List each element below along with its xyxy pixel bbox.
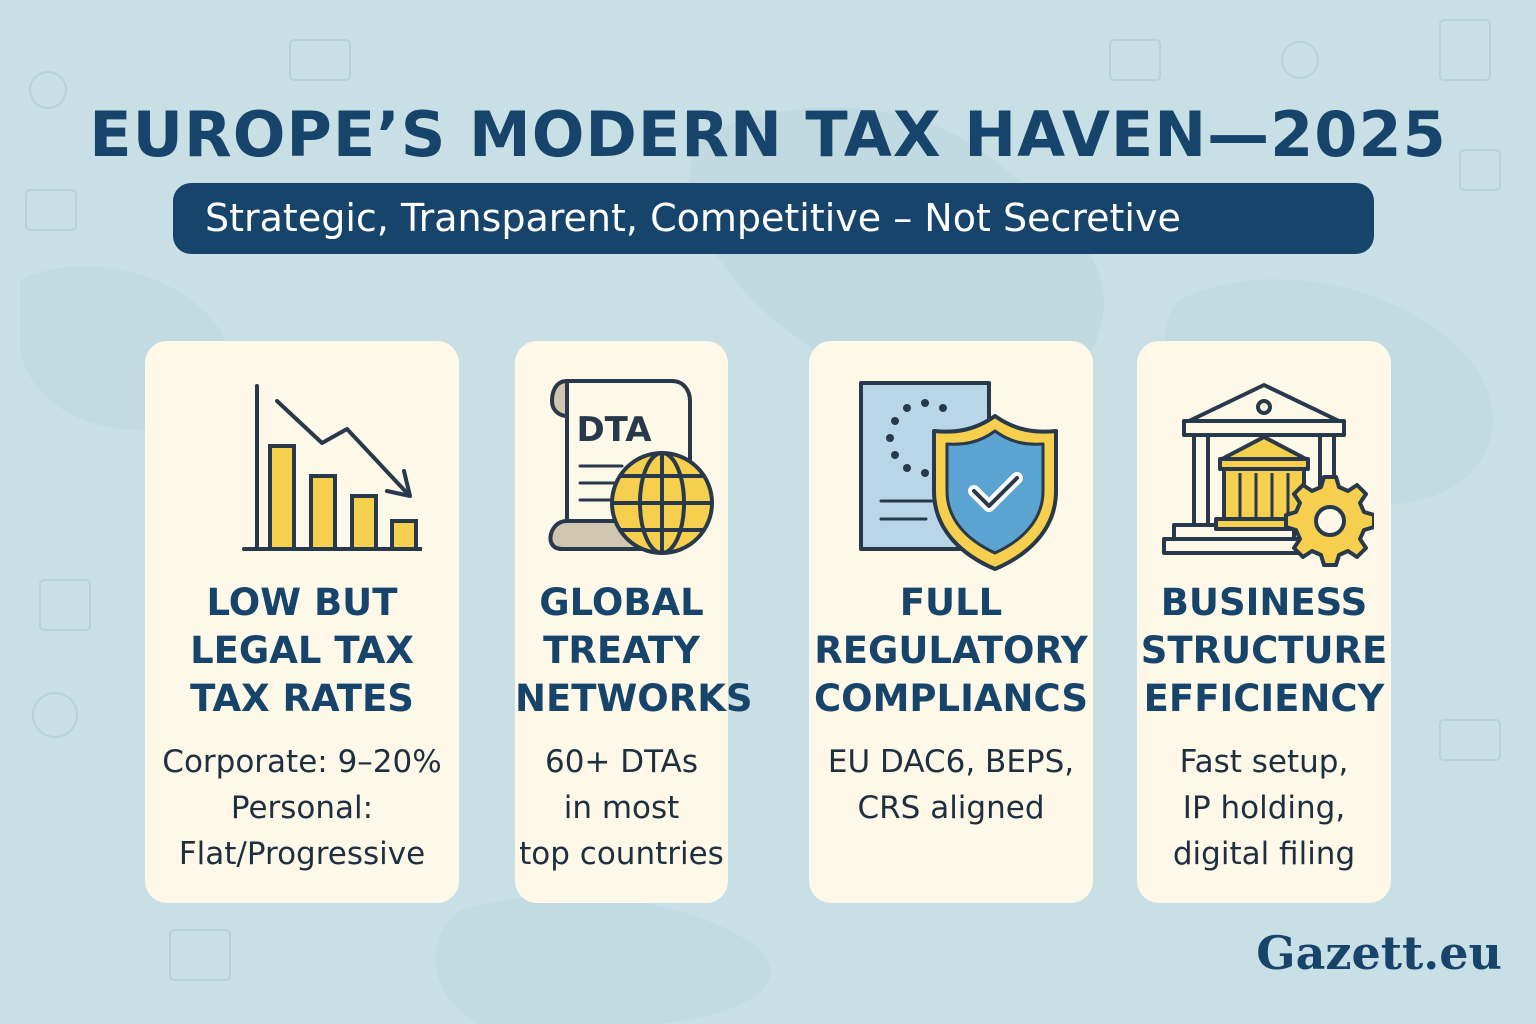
card-heading-line: NETWORKS	[515, 677, 753, 720]
card-heading-line: TREATY	[543, 629, 700, 672]
card-heading: BUSINESS STRUCTURE EFFICIENCY	[1137, 579, 1391, 723]
card-body: Fast setup, IP holding, digital filing	[1137, 739, 1391, 877]
card-body-line: in most	[563, 790, 680, 826]
card-body-line: Flat/Progressive	[178, 836, 426, 872]
card-body-line: digital filing	[1172, 836, 1356, 872]
card-heading-line: REGULATORY	[814, 629, 1088, 672]
card-body-line: EU DAC6, BEPS,	[827, 744, 1075, 780]
card-body-line: Corporate: 9–20%	[162, 744, 442, 780]
card-body-line: Personal:	[230, 790, 374, 826]
card-heading-line: GLOBAL	[539, 581, 704, 624]
card-tax-rates: LOW BUT LEGAL TAX TAX RATES Corporate: 9…	[145, 341, 459, 903]
card-business-structure: BUSINESS STRUCTURE EFFICIENCY Fast setup…	[1137, 341, 1391, 903]
brand-logo: Gazett.eu	[1256, 926, 1502, 980]
card-heading-line: COMPLIANCS	[814, 677, 1088, 720]
card-heading: FULL REGULATORY COMPLIANCS	[809, 579, 1093, 723]
card-heading-line: BUSINESS	[1160, 581, 1368, 624]
eu-document-shield-icon	[809, 371, 1093, 571]
card-heading: LOW BUT LEGAL TAX TAX RATES	[145, 579, 459, 723]
bank-building-gear-icon	[1137, 371, 1391, 571]
card-body-line: CRS aligned	[857, 790, 1045, 826]
subtitle-text: Strategic, Transparent, Competitive – No…	[205, 196, 1181, 240]
card-body-line: 60+ DTAs	[544, 744, 699, 780]
dta-label: DTA	[576, 410, 652, 450]
card-body: Corporate: 9–20% Personal: Flat/Progress…	[145, 739, 459, 877]
card-heading-line: STRUCTURE	[1140, 629, 1388, 672]
card-heading: GLOBAL TREATY NETWORKS	[515, 579, 753, 723]
page-title: EUROPE’S MODERN TAX HAVEN—2025	[89, 98, 1447, 171]
card-heading-line: LEGAL TAX	[190, 629, 414, 672]
treaty-scroll-globe-icon: DTA	[515, 371, 728, 571]
subtitle-banner: Strategic, Transparent, Competitive – No…	[173, 183, 1374, 254]
card-heading-line: TAX RATES	[190, 677, 414, 720]
card-regulatory-compliance: FULL REGULATORY COMPLIANCS EU DAC6, BEPS…	[809, 341, 1093, 903]
card-body-line: Fast setup,	[1179, 744, 1349, 780]
card-body-line: top countries	[519, 836, 724, 872]
card-body: 60+ DTAs in most top countries	[515, 739, 728, 877]
card-heading-line: EFFICIENCY	[1143, 677, 1385, 720]
declining-bar-chart-icon	[145, 371, 459, 571]
card-body-line: IP holding,	[1182, 790, 1346, 826]
card-body: EU DAC6, BEPS, CRS aligned	[809, 739, 1093, 831]
card-heading-line: LOW BUT	[206, 581, 398, 624]
card-heading-line: FULL	[899, 581, 1003, 624]
card-treaty-networks: DTA GLOBAL TREATY NETWORKS 60+ DTAs in m…	[515, 341, 753, 903]
